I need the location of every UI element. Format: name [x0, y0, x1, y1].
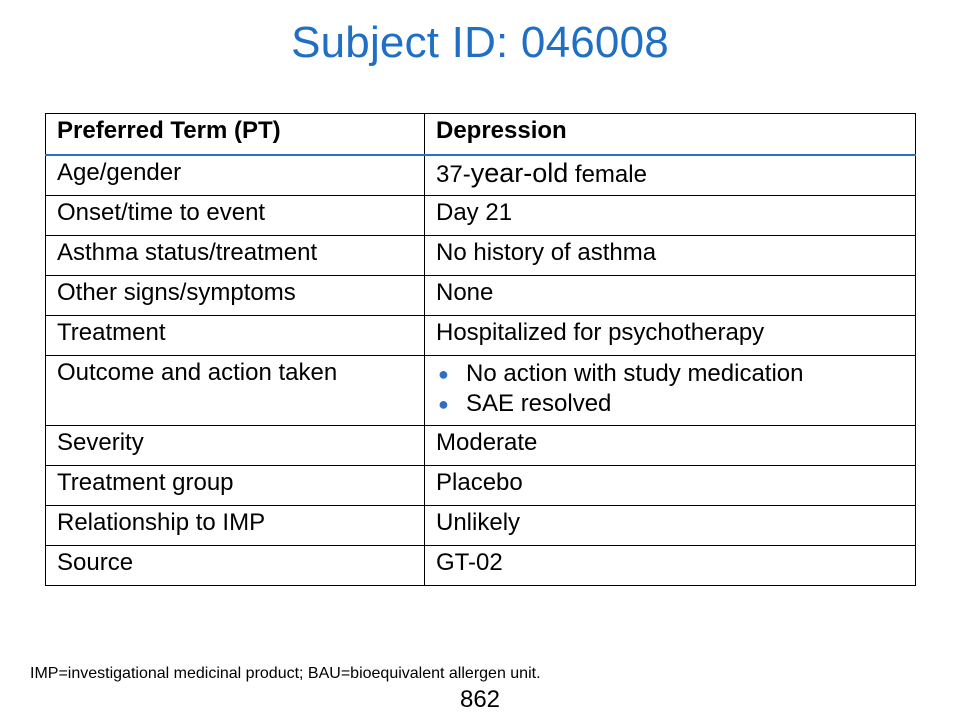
- row-value: None: [424, 275, 916, 316]
- header-value: Depression: [424, 113, 916, 156]
- table-row-age-gender: Age/gender 37-year-old female: [45, 154, 916, 196]
- table-row: Severity Moderate: [45, 425, 916, 466]
- row-label: Source: [45, 545, 425, 586]
- row-label: Relationship to IMP: [45, 505, 425, 546]
- table-row: Relationship to IMP Unlikely: [45, 505, 916, 546]
- outcome-list: ● No action with study medication ● SAE re…: [436, 359, 904, 419]
- row-value: 37-year-old female: [424, 154, 916, 196]
- row-label: Severity: [45, 425, 425, 466]
- table-row-outcome: Outcome and action taken ● No action with…: [45, 355, 916, 426]
- row-value: Moderate: [424, 425, 916, 466]
- row-label: Outcome and action taken: [45, 355, 425, 426]
- adverse-event-table: Preferred Term (PT) Depression Age/gende…: [45, 113, 916, 586]
- row-label: Treatment: [45, 315, 425, 356]
- header-label: Preferred Term (PT): [45, 113, 425, 156]
- row-label: Onset/time to event: [45, 195, 425, 236]
- row-value: Unlikely: [424, 505, 916, 546]
- gender: female: [568, 161, 647, 188]
- row-value: Placebo: [424, 465, 916, 506]
- row-label: Treatment group: [45, 465, 425, 506]
- table-header-row: Preferred Term (PT) Depression: [45, 113, 916, 156]
- table-row: Source GT-02: [45, 545, 916, 586]
- row-value: ● No action with study medication ● SAE re…: [424, 355, 916, 426]
- row-value: No history of asthma: [424, 235, 916, 276]
- table-row: Onset/time to event Day 21: [45, 195, 916, 236]
- page-title: Subject ID: 046008: [291, 18, 669, 67]
- row-label: Age/gender: [45, 154, 425, 196]
- bullet-dot-icon: ●: [438, 364, 449, 384]
- row-label: Asthma status/treatment: [45, 235, 425, 276]
- table-row: Other signs/symptoms None: [45, 275, 916, 316]
- age-unit: year-old: [470, 158, 569, 188]
- row-value: Hospitalized for psychotherapy: [424, 315, 916, 356]
- row-value: Day 21: [424, 195, 916, 236]
- bullet-text: No action with study medication: [466, 360, 804, 387]
- row-value: GT-02: [424, 545, 916, 586]
- footnote: IMP=investigational medicinal product; B…: [30, 665, 541, 682]
- table-row: Treatment Hospitalized for psychotherapy: [45, 315, 916, 356]
- list-item: ● SAE resolved: [436, 389, 904, 419]
- row-label: Other signs/symptoms: [45, 275, 425, 316]
- table-row: Treatment group Placebo: [45, 465, 916, 506]
- bullet-text: SAE resolved: [466, 390, 612, 417]
- list-item: ● No action with study medication: [436, 359, 904, 389]
- age-number: 37-: [436, 161, 471, 188]
- table-row: Asthma status/treatment No history of as…: [45, 235, 916, 276]
- bullet-dot-icon: ●: [438, 394, 449, 414]
- page-number: 862: [459, 686, 501, 713]
